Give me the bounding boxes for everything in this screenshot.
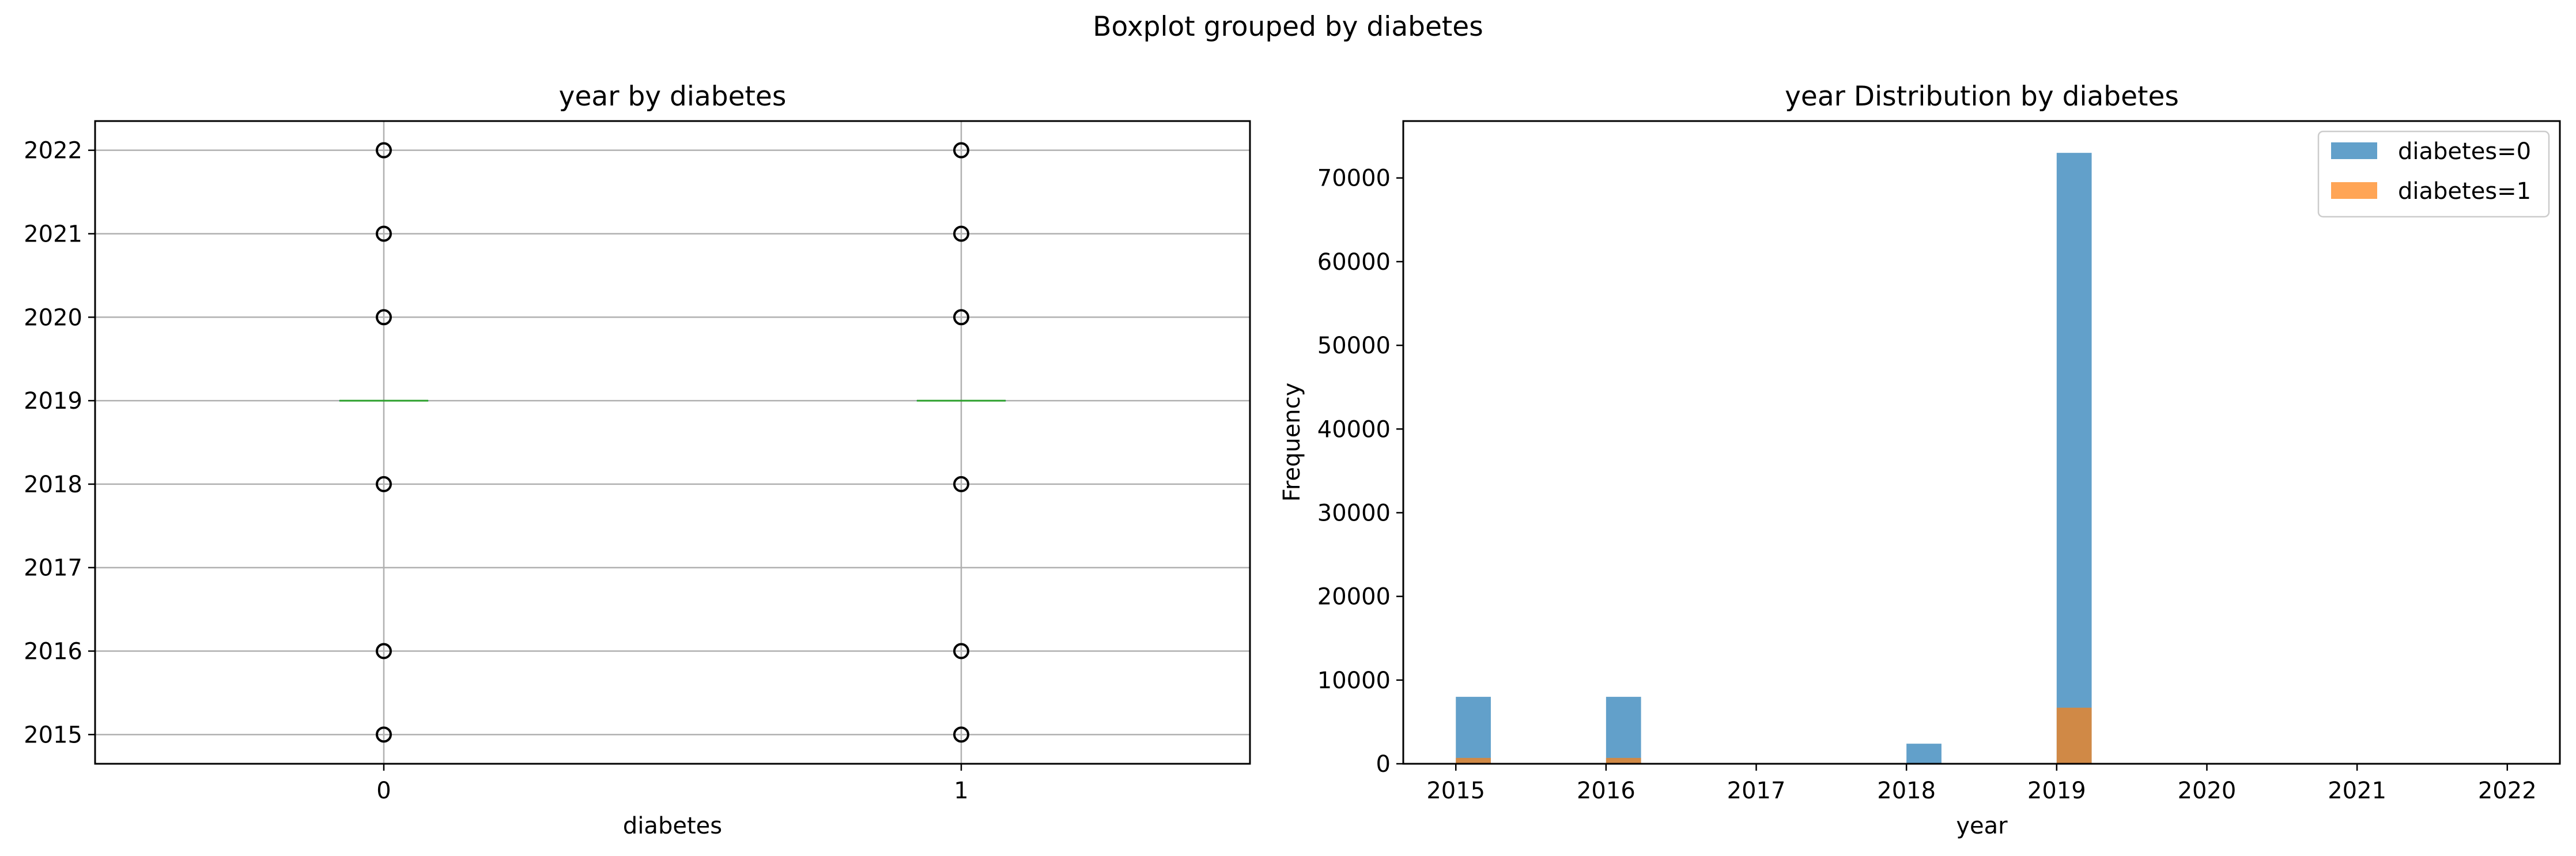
- hist-x-tick-label-2019: 2019: [2027, 778, 2086, 804]
- x-tick-label-0: 0: [376, 778, 391, 804]
- y-tick-label-2017: 2017: [24, 555, 82, 582]
- flier-0-2020: [376, 309, 392, 326]
- flier-0-2015: [376, 726, 392, 743]
- flier-1-2015: [953, 726, 969, 743]
- y-tick-label-2016: 2016: [24, 639, 82, 665]
- flier-1-2022: [953, 142, 969, 159]
- y-tick-label-2015: 2015: [24, 722, 82, 748]
- bar-diabetes-1-2015: [1456, 757, 1491, 764]
- y-tick-label-2022: 2022: [24, 138, 82, 164]
- flier-1-2020: [953, 309, 969, 326]
- boxplot-title: year by diabetes: [559, 81, 787, 112]
- bar-diabetes-1-2016: [1606, 757, 1641, 764]
- hist-x-tick-label-2015: 2015: [1426, 778, 1485, 804]
- boxplot-xlabel: diabetes: [623, 813, 722, 839]
- hist-y-tick-label-10000: 10000: [1317, 668, 1391, 694]
- histogram-x-axis: 2015 2016 2017 2018 2019 2020 2021 2022: [1426, 764, 2537, 804]
- boxplot-grid: [95, 121, 1250, 764]
- hist-y-tick-label-50000: 50000: [1317, 333, 1391, 359]
- bar-diabetes-1-2019: [2056, 707, 2092, 764]
- histogram-xlabel: year: [1956, 813, 2008, 839]
- hist-x-tick-label-2021: 2021: [2328, 778, 2386, 804]
- histogram-title: year Distribution by diabetes: [1785, 81, 2179, 112]
- y-tick-label-2019: 2019: [24, 388, 82, 414]
- y-tick-label-2021: 2021: [24, 221, 82, 247]
- flier-0-2021: [376, 225, 392, 242]
- figure-suptitle: Boxplot grouped by diabetes: [1093, 11, 1483, 43]
- flier-0-2016: [376, 643, 392, 659]
- boxplot-marks: [339, 142, 1006, 743]
- legend-label-diabetes-0: diabetes=0: [2398, 138, 2531, 165]
- hist-y-tick-label-40000: 40000: [1317, 416, 1391, 443]
- histogram-y-axis: 0 10000 20000 30000 40000 50000 60000 70000: [1317, 165, 1403, 778]
- boxplot-y-axis: 2015 2016 2017 2018 2019 2020 2021 2022: [24, 138, 95, 748]
- histogram-panel: year Distribution by diabetes 0 10000 2000…: [1279, 81, 2561, 839]
- histogram-ylabel: Frequency: [1279, 383, 1305, 502]
- flier-0-2018: [376, 476, 392, 492]
- hist-x-tick-label-2018: 2018: [1877, 778, 1936, 804]
- flier-0-2022: [376, 142, 392, 159]
- bar-diabetes-0-2018: [1906, 744, 1942, 764]
- legend-swatch-diabetes-0: [2331, 142, 2377, 159]
- legend-label-diabetes-1: diabetes=1: [2398, 178, 2531, 205]
- hist-x-tick-label-2017: 2017: [1727, 778, 1786, 804]
- x-tick-label-1: 1: [954, 778, 968, 804]
- bar-diabetes-0-2015: [1456, 696, 1491, 764]
- boxplot-panel: year by diabetes 2015 2016 2017 2018 2019 202…: [24, 81, 1251, 839]
- y-tick-label-2020: 2020: [24, 304, 82, 331]
- flier-1-2021: [953, 225, 969, 242]
- hist-x-tick-label-2022: 2022: [2478, 778, 2537, 804]
- hist-y-tick-label-30000: 30000: [1317, 500, 1391, 526]
- legend-swatch-diabetes-1: [2331, 182, 2377, 199]
- histogram-bars: [1456, 153, 2092, 764]
- boxplot-frame: [94, 120, 1251, 765]
- hist-x-tick-label-2020: 2020: [2178, 778, 2237, 804]
- hist-y-tick-label-0: 0: [1376, 751, 1391, 778]
- histogram-frame: [1402, 120, 2561, 765]
- hist-x-tick-label-2016: 2016: [1577, 778, 1636, 804]
- hist-y-tick-label-70000: 70000: [1317, 165, 1391, 192]
- histogram-legend: diabetes=0 diabetes=1: [2317, 130, 2550, 218]
- hist-y-tick-label-60000: 60000: [1317, 249, 1391, 276]
- bar-diabetes-0-2019: [2056, 153, 2092, 764]
- bar-diabetes-0-2016: [1606, 696, 1641, 764]
- flier-1-2018: [953, 476, 969, 492]
- hist-y-tick-label-20000: 20000: [1317, 584, 1391, 610]
- flier-1-2016: [953, 643, 969, 659]
- y-tick-label-2018: 2018: [24, 472, 82, 498]
